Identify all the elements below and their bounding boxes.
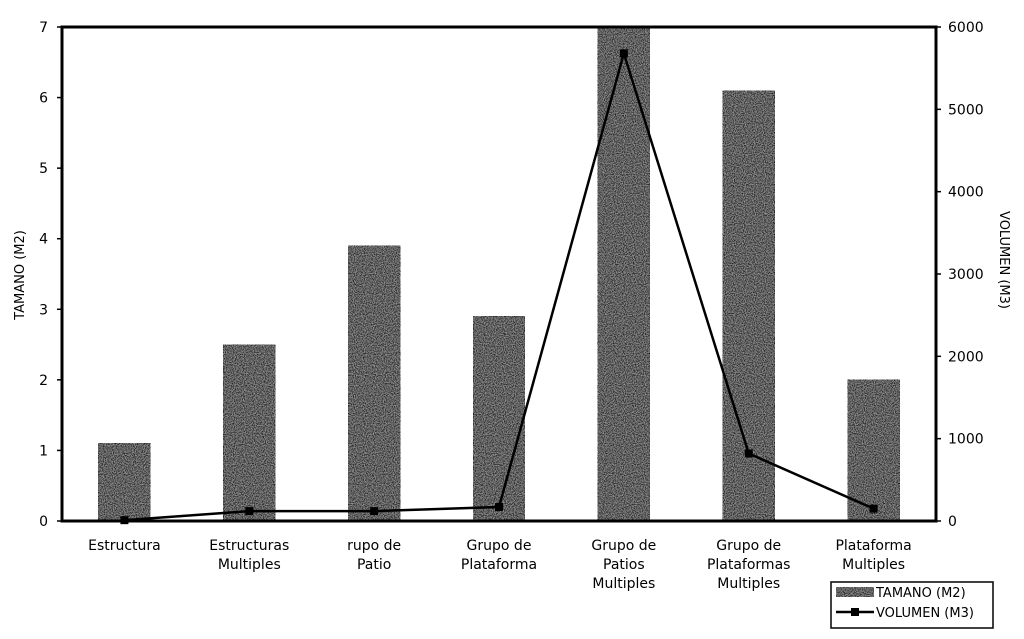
right-tick-label-4: 4000 xyxy=(948,185,984,201)
category-label-line: Multiples xyxy=(842,557,905,573)
legend-line-marker xyxy=(851,608,859,616)
category-label-1: Estructuras Multiples xyxy=(209,538,289,573)
left-tick-label-2: 2 xyxy=(39,373,48,389)
left-tick-label-5: 5 xyxy=(39,161,48,177)
volumen-marker-5 xyxy=(744,449,753,458)
volumen-marker-0 xyxy=(120,516,129,525)
left-tick-label-7: 7 xyxy=(39,20,48,36)
left-axis-title: TAMANO (M2) xyxy=(13,230,28,321)
left-tick-label-6: 6 xyxy=(39,91,48,107)
category-label-line: Plataforma xyxy=(835,538,911,554)
category-label-line: Patios xyxy=(603,557,645,573)
right-tick-label-2: 2000 xyxy=(948,349,984,365)
right-tick-label-6: 6000 xyxy=(948,20,984,36)
category-label-line: Grupo de xyxy=(591,538,656,554)
bar-series-tamano xyxy=(97,26,901,522)
category-label-line: Grupo de xyxy=(716,538,781,554)
bar-3 xyxy=(472,315,526,522)
right-axis-title: VOLUMEN (M3) xyxy=(996,211,1011,309)
category-label-line: Grupo de xyxy=(467,538,532,554)
category-label-line: Patio xyxy=(357,557,391,573)
category-label-line: rupo de xyxy=(347,538,401,554)
right-tick-label-1: 1000 xyxy=(948,432,984,448)
right-tick-label-0: 0 xyxy=(948,514,957,530)
left-tick-label-4: 4 xyxy=(39,232,48,248)
left-tick-label-1: 1 xyxy=(39,443,48,459)
category-label-line: Plataformas xyxy=(707,557,791,573)
right-tick-label-3: 3000 xyxy=(948,267,984,283)
category-label-line: Estructura xyxy=(88,538,161,554)
volumen-marker-4 xyxy=(619,49,628,58)
left-tick-label-3: 3 xyxy=(39,302,48,318)
category-label-0: Estructura xyxy=(88,538,161,554)
category-label-line: Multiples xyxy=(218,557,281,573)
category-label-line: Estructuras xyxy=(209,538,289,554)
bar-2 xyxy=(347,245,401,522)
line-series-volumen xyxy=(120,48,878,525)
category-label-line: Multiples xyxy=(717,576,780,592)
volumen-marker-1 xyxy=(245,507,254,516)
volumen-marker-6 xyxy=(869,504,878,513)
bar-6 xyxy=(847,379,901,522)
category-label-3: Grupo de Plataforma xyxy=(461,538,537,573)
bar-0 xyxy=(97,442,151,522)
category-label-line: Multiples xyxy=(592,576,655,592)
category-label-4: Grupo de Patios Multiples xyxy=(591,538,656,592)
left-y-axis: 0 1 2 3 4 5 6 7 xyxy=(39,20,62,530)
legend: TAMANO (M2) VOLUMEN (M3) xyxy=(830,581,994,629)
right-tick-label-5: 5000 xyxy=(948,102,984,118)
category-label-6: Plataforma Multiples xyxy=(835,538,911,573)
category-label-2: rupo de Patio xyxy=(347,538,401,573)
volumen-marker-2 xyxy=(370,507,379,516)
bar-4 xyxy=(597,26,651,522)
category-label-5: Grupo de Plataformas Multiples xyxy=(707,538,791,592)
bar-1 xyxy=(222,344,276,522)
legend-label-tamano: TAMANO (M2) xyxy=(875,586,966,601)
right-y-axis: 0 1000 2000 3000 4000 5000 6000 xyxy=(936,20,984,530)
bar-5 xyxy=(722,90,776,522)
category-labels: Estructura Estructuras Multiples rupo de Pat… xyxy=(88,538,912,592)
category-label-line: Plataforma xyxy=(461,557,537,573)
volumen-marker-3 xyxy=(495,503,503,512)
legend-label-volumen: VOLUMEN (M3) xyxy=(876,606,974,621)
legend-bar-swatch xyxy=(836,587,874,597)
left-tick-label-0: 0 xyxy=(39,514,48,530)
